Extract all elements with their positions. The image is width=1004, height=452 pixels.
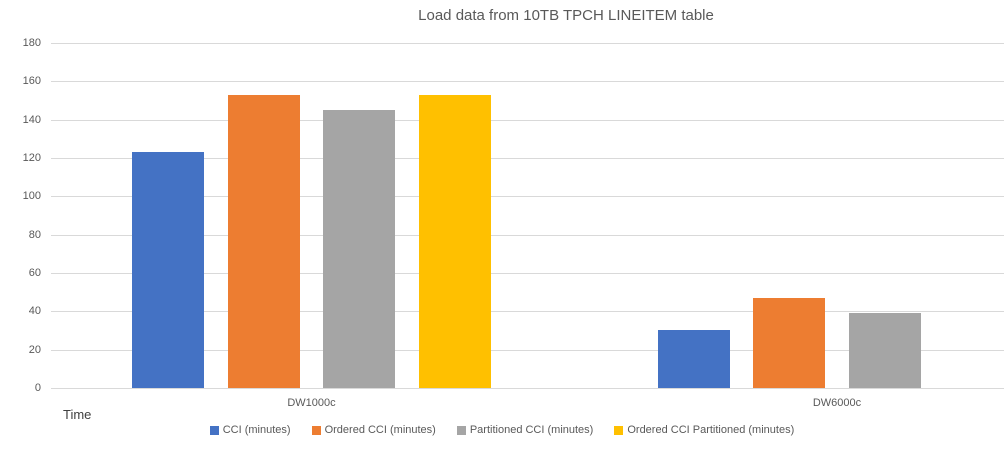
y-tick-label: 40 <box>28 305 41 317</box>
y-tick-label: 160 <box>22 75 41 87</box>
gridline <box>51 120 1004 121</box>
bar-ordered-cci-partitioned-minutes--dw1000c <box>419 95 491 388</box>
y-tick-label: 180 <box>22 37 41 49</box>
gridline <box>51 350 1004 351</box>
y-tick-label: 140 <box>22 114 41 126</box>
legend-item: Ordered CCI (minutes) <box>311 424 436 436</box>
legend-label: Ordered CCI Partitioned (minutes) <box>627 424 795 436</box>
gridline <box>51 81 1004 82</box>
y-tick-label: 120 <box>22 152 41 164</box>
legend: CCI (minutes) Ordered CCI (minutes) Partit… <box>0 424 1004 436</box>
legend-label: CCI (minutes) <box>222 424 291 436</box>
x-category-label-dw6000c: DW6000c <box>812 397 862 409</box>
legend-label: Ordered CCI (minutes) <box>324 424 436 436</box>
legend-item: CCI (minutes) <box>209 424 291 436</box>
time-axis-title: Time <box>63 407 92 422</box>
gridline <box>51 273 1004 274</box>
y-tick-label: 20 <box>28 344 41 356</box>
y-tick-label: 60 <box>28 267 41 279</box>
gridline <box>51 311 1004 312</box>
bar-cci-minutes--dw6000c <box>658 330 730 388</box>
y-tick-label: 0 <box>34 382 41 394</box>
gridline <box>51 235 1004 236</box>
legend-item: Partitioned CCI (minutes) <box>456 424 594 436</box>
legend-swatch-icon <box>209 425 219 435</box>
bar-ordered-cci-minutes--dw6000c <box>753 298 825 388</box>
gridline <box>51 388 1004 389</box>
gridline <box>51 43 1004 44</box>
y-tick-label: 100 <box>22 190 41 202</box>
bar-partitioned-cci-minutes--dw6000c <box>849 313 921 388</box>
gridline <box>51 158 1004 159</box>
bar-cci-minutes--dw1000c <box>132 152 204 388</box>
gridline <box>51 196 1004 197</box>
bar-ordered-cci-minutes--dw1000c <box>228 95 300 388</box>
y-tick-label: 80 <box>28 229 41 241</box>
chart-title: Load data from 10TB TPCH LINEITEM table <box>418 7 714 24</box>
legend-swatch-icon <box>456 425 466 435</box>
legend-swatch-icon <box>614 425 624 435</box>
legend-swatch-icon <box>311 425 321 435</box>
legend-label: Partitioned CCI (minutes) <box>469 424 594 436</box>
legend-item: Ordered CCI Partitioned (minutes) <box>614 424 794 436</box>
bar-partitioned-cci-minutes--dw1000c <box>323 110 395 388</box>
x-category-label-dw1000c: DW1000c <box>287 397 336 409</box>
